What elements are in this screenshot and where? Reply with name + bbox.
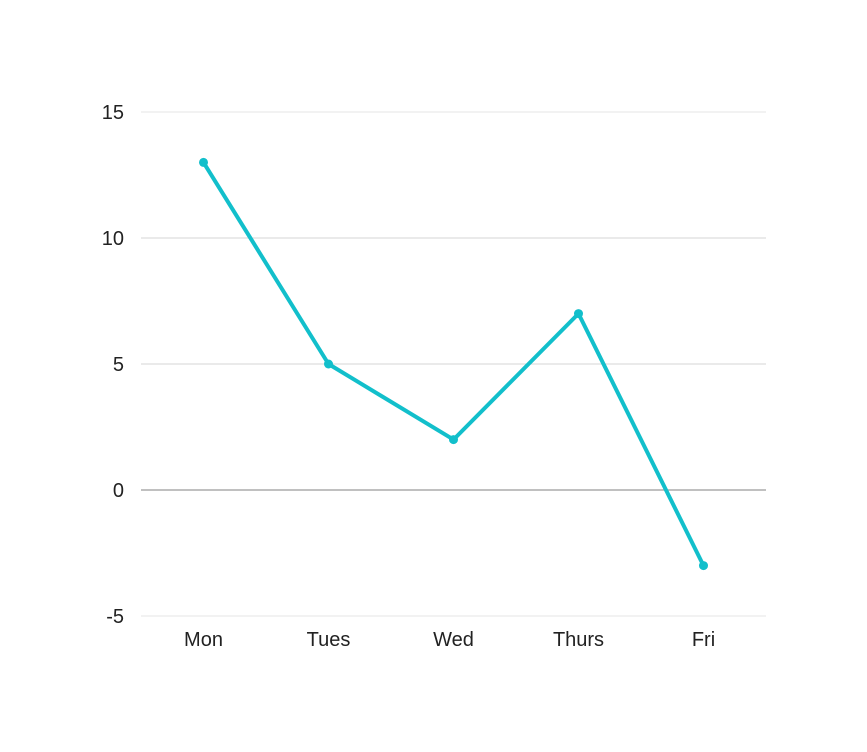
y-tick-label: 10 <box>102 228 124 250</box>
data-point[interactable] <box>199 157 208 167</box>
x-tick-label: Thurs <box>553 629 604 651</box>
data-point[interactable] <box>699 561 708 571</box>
y-tick-label: -5 <box>106 606 124 628</box>
data-point[interactable] <box>324 359 333 369</box>
y-tick-label: 5 <box>113 354 124 376</box>
x-tick-label: Fri <box>692 629 715 651</box>
x-axis-ticks: Mon Tues Wed Thurs Fri <box>184 629 715 651</box>
series-layer <box>199 157 708 571</box>
y-tick-label: 0 <box>113 480 124 502</box>
x-tick-label: Mon <box>184 629 223 651</box>
y-tick-label: 15 <box>102 102 124 124</box>
x-tick-label: Tues <box>307 629 351 651</box>
x-tick-label: Wed <box>433 629 474 651</box>
data-point[interactable] <box>449 435 458 445</box>
gridlines <box>141 111 766 617</box>
data-point[interactable] <box>574 309 583 319</box>
y-axis-ticks: -5 0 5 10 15 <box>102 102 124 628</box>
